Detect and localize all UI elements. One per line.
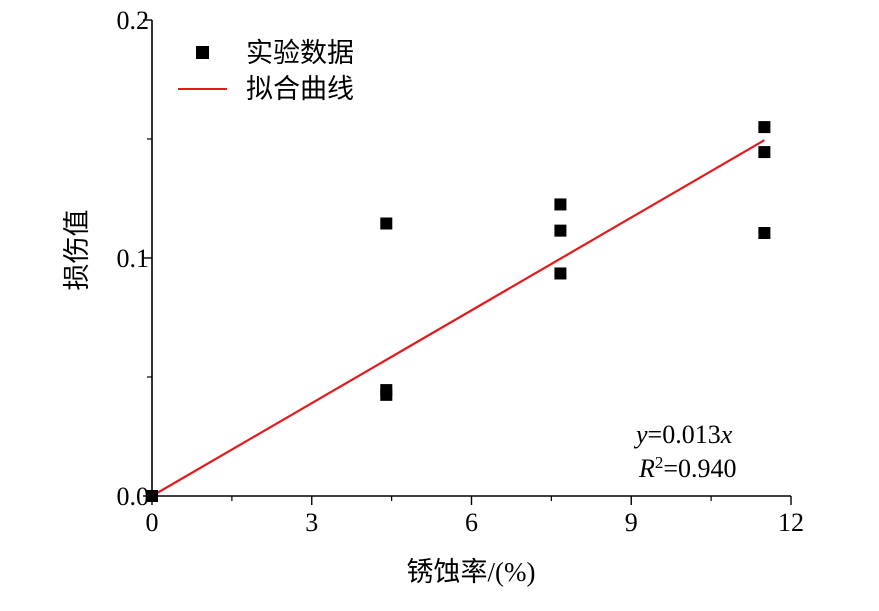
equation-annotation: y=0.013x <box>633 420 733 449</box>
x-tick-label: 3 <box>305 508 318 537</box>
x-tick-label: 12 <box>778 508 804 537</box>
x-tick-label: 9 <box>625 508 638 537</box>
data-point <box>554 198 567 211</box>
r2-symbol: R <box>638 454 655 483</box>
y-tick-label: 0.2 <box>117 6 150 35</box>
data-point <box>146 490 158 502</box>
fit-line-group <box>151 139 765 497</box>
r2-superscript: 2 <box>655 453 664 472</box>
y-tick-label: 0.0 <box>117 482 150 511</box>
legend-marker-experimental <box>196 46 209 59</box>
equation-x: x <box>720 420 733 449</box>
y-axis-label: 损伤值 <box>62 210 92 291</box>
legend-label-fit: 拟合曲线 <box>246 74 354 104</box>
legend-label-experimental: 实验数据 <box>246 38 354 68</box>
data-point <box>380 388 393 401</box>
data-point <box>758 121 771 134</box>
r-squared-annotation: R2=0.940 <box>638 453 737 483</box>
equation-y: y <box>633 420 648 449</box>
y-tick-label: 0.1 <box>117 244 150 273</box>
legend: 实验数据 拟合曲线 <box>178 38 354 104</box>
data-point <box>554 224 567 237</box>
data-point <box>554 267 567 280</box>
fit-line <box>151 139 765 497</box>
scatter-points <box>146 121 771 502</box>
x-tick-label: 0 <box>146 508 159 537</box>
x-tick-label: 6 <box>465 508 478 537</box>
data-point <box>380 217 393 230</box>
tick-labels: 0 3 6 9 12 0.0 0.1 0.2 <box>117 6 805 537</box>
data-point <box>758 227 771 240</box>
x-axis-label: 锈蚀率/(%) <box>407 557 536 587</box>
data-point <box>758 146 771 159</box>
r2-value: =0.940 <box>663 454 736 483</box>
equation-rest: =0.013 <box>648 420 721 449</box>
